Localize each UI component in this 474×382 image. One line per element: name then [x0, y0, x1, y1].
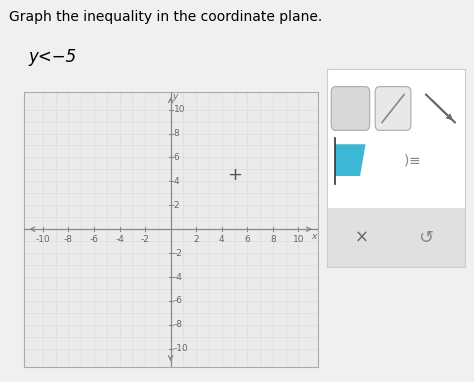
Text: ×: ×: [355, 228, 368, 247]
Text: -8: -8: [174, 320, 183, 329]
Text: -8: -8: [64, 235, 73, 244]
Text: 6: 6: [174, 153, 180, 162]
Text: 8: 8: [174, 129, 180, 138]
Text: 8: 8: [270, 235, 276, 244]
Text: -6: -6: [174, 296, 183, 306]
Text: x: x: [311, 232, 317, 241]
Text: -6: -6: [90, 235, 99, 244]
Text: 10: 10: [174, 105, 185, 114]
Text: $)\!\equiv$: $)\!\equiv$: [403, 152, 421, 168]
Bar: [327, 208, 465, 267]
Text: 4: 4: [219, 235, 225, 244]
Text: +: +: [227, 167, 242, 185]
Text: -4: -4: [115, 235, 124, 244]
Polygon shape: [335, 144, 365, 176]
Text: ↺: ↺: [419, 228, 434, 247]
Text: -4: -4: [174, 272, 182, 282]
Text: -2: -2: [141, 235, 149, 244]
Text: -10: -10: [174, 344, 189, 353]
Text: 10: 10: [292, 235, 304, 244]
Text: y<−5: y<−5: [28, 48, 77, 66]
Text: -10: -10: [36, 235, 50, 244]
Text: 2: 2: [193, 235, 199, 244]
FancyBboxPatch shape: [331, 87, 370, 130]
Text: Graph the inequality in the coordinate plane.: Graph the inequality in the coordinate p…: [9, 10, 323, 24]
Text: 6: 6: [245, 235, 250, 244]
Text: 2: 2: [174, 201, 180, 210]
FancyBboxPatch shape: [375, 87, 411, 130]
Text: -2: -2: [174, 249, 182, 257]
Text: y: y: [173, 92, 178, 101]
Text: 4: 4: [174, 177, 180, 186]
